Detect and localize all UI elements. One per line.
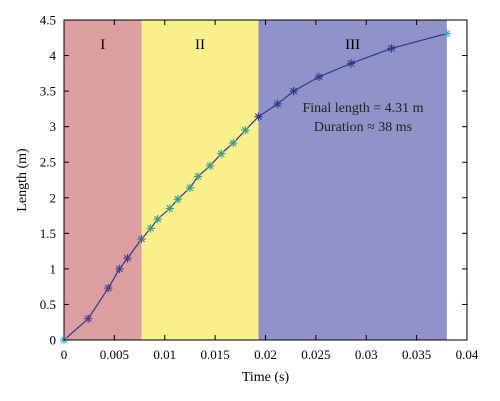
data-point <box>104 283 113 293</box>
shaded-regions <box>64 20 447 340</box>
region-label-2: II <box>195 37 205 53</box>
data-point <box>146 224 155 233</box>
y-tick-label: 2 <box>50 190 57 205</box>
x-tick-label: 0 <box>61 347 68 362</box>
y-tick-label: 1 <box>50 261 57 276</box>
data-point <box>153 214 162 224</box>
region-3 <box>258 20 447 340</box>
x-tick-label: 0.005 <box>100 347 129 362</box>
annotation-final-length: Final length = 4.31 m <box>302 101 423 116</box>
data-point <box>185 183 195 193</box>
region-labels: I II III <box>100 37 360 53</box>
y-axis-ticks: 0 0.5 1 1.5 2 2.5 3 3.5 4 4.5 <box>40 13 467 348</box>
region-2 <box>141 20 259 340</box>
data-point <box>289 86 298 96</box>
data-point <box>83 314 93 323</box>
x-tick-label: 0.025 <box>301 347 330 362</box>
data-point <box>241 126 250 135</box>
data-point <box>442 29 452 38</box>
markers-group <box>59 29 452 345</box>
y-tick-label: 3.5 <box>40 84 56 99</box>
y-tick-label: 0.5 <box>40 297 56 312</box>
x-tick-label: 0.015 <box>201 347 230 362</box>
x-axis-label: Time (s) <box>242 370 290 385</box>
y-tick-label: 1.5 <box>40 226 56 241</box>
x-tick-label: 0.04 <box>456 347 479 362</box>
data-point <box>216 149 226 158</box>
region-1 <box>64 20 142 340</box>
data-point <box>173 195 183 204</box>
data-point <box>387 44 396 53</box>
x-axis-ticks: 0 0.005 0.01 0.015 0.02 0.025 0.03 0.035 0.04 <box>61 20 479 362</box>
data-point <box>115 264 124 274</box>
x-tick-label: 0.01 <box>153 347 176 362</box>
y-tick-label: 3 <box>50 119 57 134</box>
x-tick-label: 0.02 <box>254 347 277 362</box>
data-point <box>205 161 215 170</box>
data-point <box>314 72 324 82</box>
data-point <box>165 204 174 213</box>
y-tick-label: 0 <box>50 333 57 348</box>
x-tick-label: 0.03 <box>355 347 378 362</box>
data-point <box>137 234 146 244</box>
annotation-duration: Duration ≈ 38 ms <box>314 120 412 135</box>
region-label-1: I <box>100 37 105 53</box>
y-tick-label: 4 <box>50 48 57 63</box>
y-tick-label: 2.5 <box>40 155 56 170</box>
y-axis-label: Length (m) <box>15 148 30 212</box>
region-label-3: III <box>345 37 360 53</box>
data-point <box>254 112 263 121</box>
y-tick-label: 4.5 <box>40 13 56 28</box>
data-point <box>193 172 203 181</box>
data-point <box>123 254 132 263</box>
data-point <box>273 99 282 109</box>
data-point <box>229 138 238 148</box>
x-tick-label: 0.035 <box>402 347 431 362</box>
data-point <box>346 59 356 68</box>
